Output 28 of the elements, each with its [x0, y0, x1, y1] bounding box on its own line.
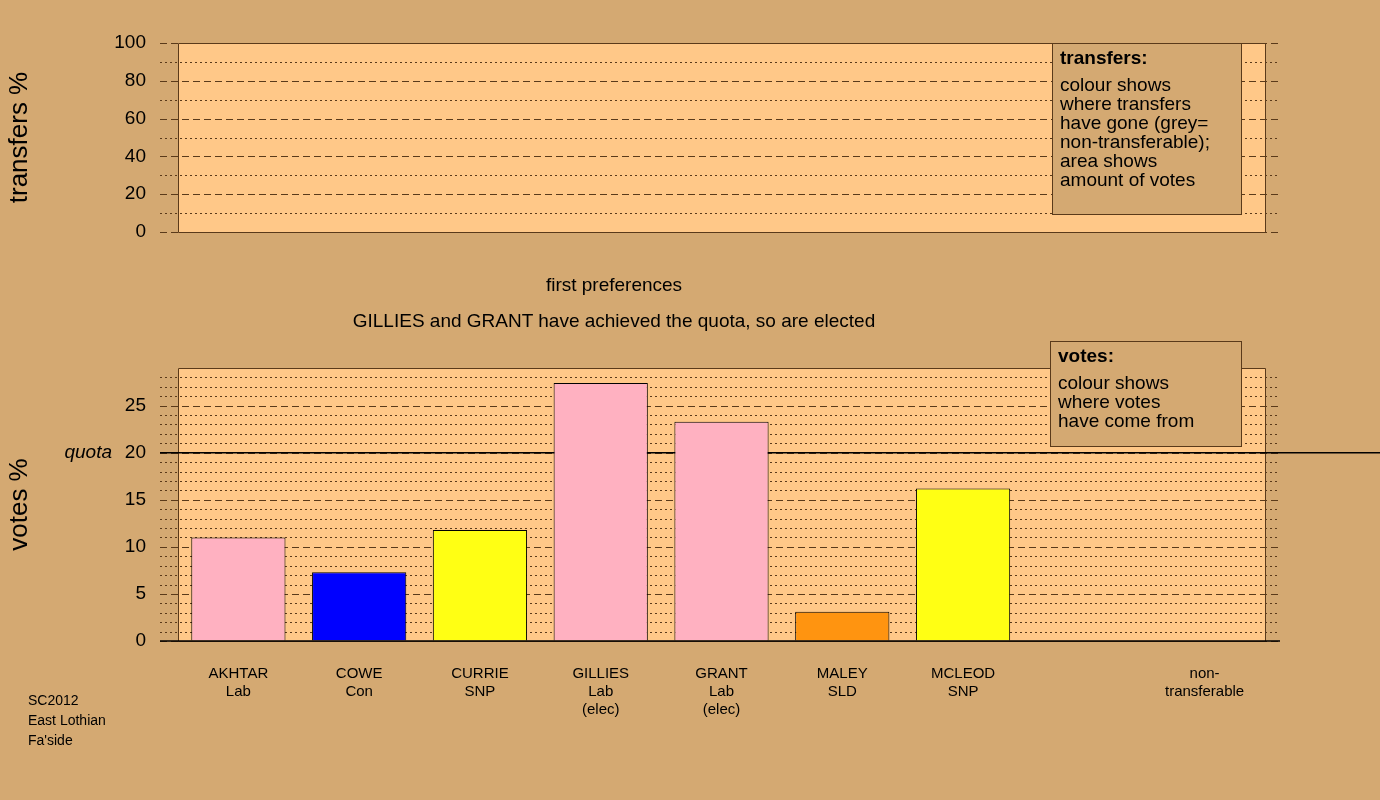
y-tick-label: 60 [124, 106, 146, 128]
y-axis-title: votes % [2, 458, 33, 551]
annotation: votes: colour shows where votes have come from [1050, 341, 1242, 447]
x-tick-label: GILLIES Lab (elec) [572, 664, 630, 718]
y-tick-label: 0 [135, 220, 146, 242]
x-tick-label: GRANT Lab (elec) [695, 664, 748, 718]
y-tick-label: 10 [124, 535, 146, 557]
x-tick-label: CURRIE SNP [451, 664, 509, 700]
y-tick-label: 0 [135, 629, 146, 651]
y-tick-label: 100 [114, 31, 146, 53]
y-tick-label: 80 [124, 69, 146, 91]
x-tick-label: MALEY SLD [816, 664, 868, 700]
y-tick-label: 40 [124, 144, 146, 166]
text: SC2012 East Lothian Fa'side [28, 691, 106, 750]
y-tick-label: 25 [124, 393, 146, 415]
ref-line-label: quota [64, 441, 112, 463]
x-tick-label: MCLEOD SNP [930, 664, 996, 700]
y-tick-label: 20 [124, 440, 146, 462]
x-tick-label: AKHTAR Lab [208, 664, 269, 700]
annotation: transfers: colour shows where transfers have gone (grey= non-transferable); area shows amount of votes [1052, 43, 1242, 215]
y-tick-label: 5 [135, 582, 146, 604]
y-tick-label: 20 [124, 182, 146, 204]
x-tick-label: COWE Con [335, 664, 383, 700]
y-tick-label: 15 [124, 488, 146, 510]
y-axis-title: transfers % [2, 71, 33, 204]
chart-subtitle: GILLIES and GRANT have achieved the quota, so are elected [351, 310, 877, 332]
x-tick-label: non- transferable [1165, 664, 1245, 700]
chart-title: first preferences [544, 274, 684, 296]
